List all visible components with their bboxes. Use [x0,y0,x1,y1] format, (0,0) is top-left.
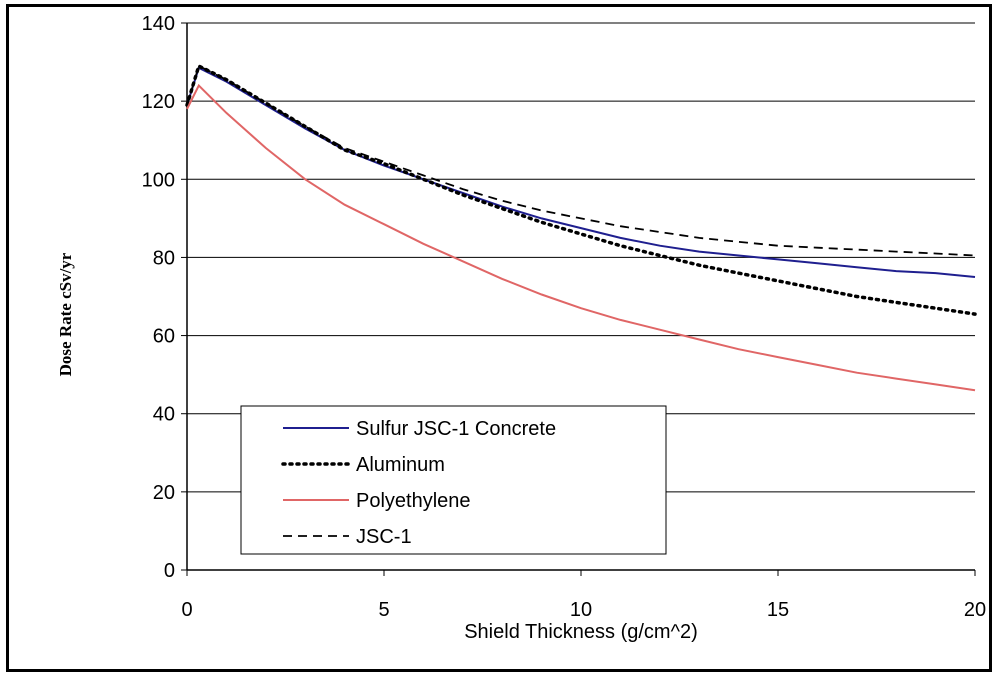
x-tick-label: 10 [570,599,592,621]
y-tick-labels: 0 20 40 60 80 100 120 140 [142,13,175,582]
x-tick-labels: 0 5 10 15 20 [181,599,986,621]
legend: Sulfur JSC-1 Concrete Aluminum Polyethylen… [240,405,667,555]
y-tick-label: 120 [142,91,175,113]
y-tick-label: 60 [153,326,175,348]
legend-box [240,405,667,555]
legend-label: Sulfur JSC-1 Concrete [356,418,556,440]
y-tick-label: 140 [142,13,175,35]
y-tick-label: 40 [153,404,175,426]
series-lines [185,63,977,392]
chart-frame [6,4,992,672]
series-line-polyethylene [186,83,976,392]
x-tick-label: 20 [964,599,986,621]
x-axis-label: Shield Thickness (g/cm^2) [464,621,698,643]
axes [181,22,976,576]
series-line-aluminum [185,63,977,316]
y-tick-label: 100 [142,169,175,191]
x-tick-label: 0 [181,599,192,621]
x-tick-label: 5 [378,599,389,621]
series-line-sulfur-jsc-1-concrete [186,66,976,278]
legend-label: Polyethylene [356,490,471,512]
y-tick-label: 20 [153,482,175,504]
series-line-jsc-1 [186,64,976,257]
legend-label: Aluminum [356,454,445,476]
y-axis-label: Dose Rate cSv/yr [56,252,75,376]
x-tick-label: 15 [767,599,789,621]
y-tick-label: 80 [153,247,175,269]
y-tick-label: 0 [164,560,175,582]
legend-label: JSC-1 [356,526,412,548]
